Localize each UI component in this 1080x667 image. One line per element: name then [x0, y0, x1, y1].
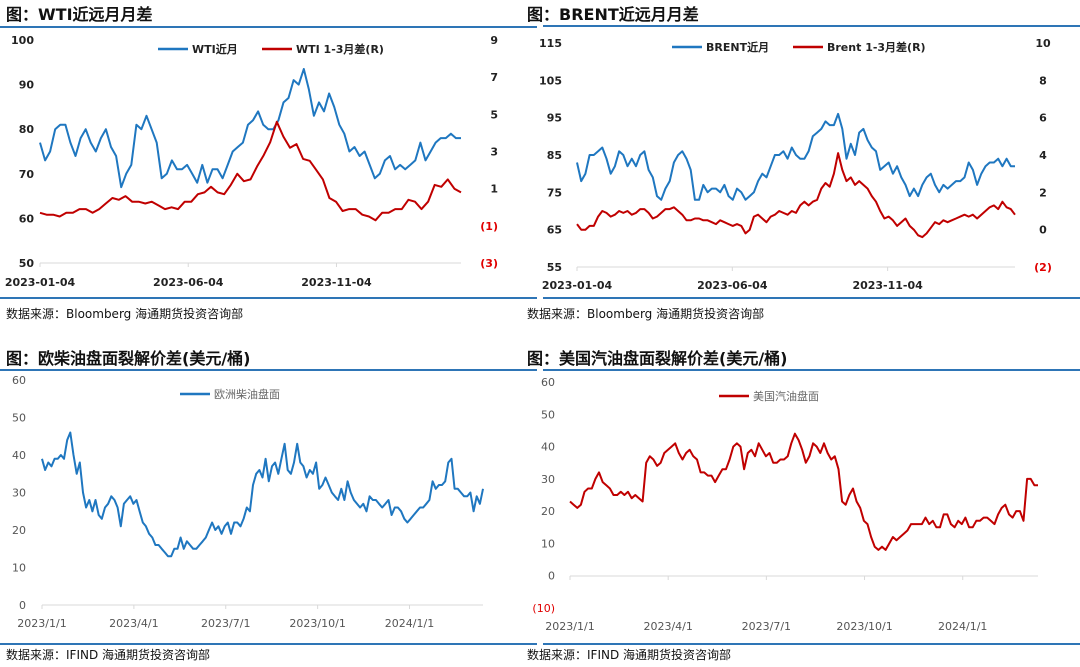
- legend-label: BRENT近月: [706, 40, 769, 54]
- y-left-tick-label: 100: [11, 34, 34, 47]
- y-right-tick-label: 6: [1039, 112, 1047, 125]
- y-left-tick-label: 75: [547, 186, 562, 199]
- x-tick-label: 2023/4/1: [643, 620, 692, 633]
- y-right-tick-label: 3: [490, 146, 498, 159]
- y-right-tick-label: 5: [490, 108, 498, 121]
- series-line-1: [39, 68, 461, 189]
- y-right-tick-label: (3): [480, 257, 498, 270]
- y-left-tick-label: 10: [12, 562, 26, 575]
- legend-label: 美国汽油盘面: [753, 389, 819, 403]
- y-left-tick-label: 115: [539, 37, 562, 50]
- series-line-1: [576, 112, 1015, 201]
- x-tick-label: 2023/1/1: [17, 617, 66, 630]
- y-left-tick-label: 95: [547, 112, 562, 125]
- x-tick-label: 2023/7/1: [742, 620, 791, 633]
- series-line-2: [39, 120, 462, 222]
- chart-4: 图：美国汽油盘面裂解价差(美元/桶) 数据来源：IFIND 海通期货投资咨询部 20…: [527, 349, 1080, 662]
- series-line-1: [41, 431, 484, 558]
- x-tick-label: 2024/1/1: [385, 617, 434, 630]
- x-tick-label: 2024/1/1: [938, 620, 987, 633]
- y-left-tick-label: 55: [547, 261, 562, 274]
- source-note: 数据来源：IFIND 海通期货投资咨询部: [527, 647, 731, 662]
- x-tick-label: 2023-01-04: [542, 279, 613, 292]
- y-left-tick-label: 60: [12, 374, 26, 387]
- y-left-tick-label: 0: [19, 599, 26, 612]
- x-tick-label: 2023-01-04: [5, 276, 76, 289]
- y-left-tick-label: 30: [541, 473, 555, 486]
- y-left-tick-label: 20: [541, 505, 555, 518]
- y-left-tick-label: 10: [541, 537, 555, 550]
- x-tick-label: 2023/10/1: [836, 620, 892, 633]
- y-left-tick-label: 90: [19, 79, 35, 92]
- source-note: 数据来源：IFIND 海通期货投资咨询部: [6, 647, 210, 662]
- x-tick-label: 2023-11-04: [852, 279, 923, 292]
- chart-title: 图：BRENT近远月月差: [527, 5, 699, 24]
- y-left-tick-label: 65: [547, 224, 562, 237]
- y-left-tick-label: 60: [19, 212, 35, 225]
- y-right-tick-label: 7: [490, 71, 498, 84]
- y-left-tick-label: 105: [539, 74, 562, 87]
- y-right-tick-label: 1: [490, 183, 498, 196]
- y-left-tick-label: 50: [12, 412, 26, 425]
- y-right-tick-label: (2): [1034, 261, 1052, 274]
- chart-title: 图：欧柴油盘面裂解价差(美元/桶): [6, 349, 250, 368]
- y-left-tick-label: 20: [12, 524, 26, 537]
- x-tick-label: 2023-06-04: [697, 279, 768, 292]
- source-note: 数据来源：Bloomberg 海通期货投资咨询部: [6, 306, 243, 321]
- y-left-tick-label: 50: [541, 408, 555, 421]
- y-left-tick-label: 60: [541, 376, 555, 389]
- y-left-tick-label: 30: [12, 487, 26, 500]
- x-tick-label: 2023/10/1: [289, 617, 345, 630]
- legend-label: WTI近月: [192, 42, 238, 56]
- y-right-tick-label: 4: [1039, 149, 1047, 162]
- legend-label: WTI 1-3月差(R): [296, 42, 384, 56]
- y-left-tick-label: 0: [548, 570, 555, 583]
- y-left-tick-label: 40: [12, 449, 26, 462]
- y-left-tick-label: 80: [19, 123, 35, 136]
- y-right-tick-label: (1): [480, 220, 498, 233]
- source-note: 数据来源：Bloomberg 海通期货投资咨询部: [527, 306, 764, 321]
- chart-title: 图：美国汽油盘面裂解价差(美元/桶): [527, 349, 787, 368]
- y-left-tick-label: (10): [532, 602, 555, 615]
- chart-title: 图：WTI近远月月差: [6, 5, 153, 24]
- series-line-2: [576, 152, 1016, 239]
- x-tick-label: 2023/7/1: [201, 617, 250, 630]
- y-left-tick-label: 40: [541, 441, 555, 454]
- chart-3: 图：欧柴油盘面裂解价差(美元/桶)数据来源：IFIND 海通期货投资咨询部202…: [0, 349, 537, 662]
- series-line-1: [569, 432, 1038, 551]
- x-tick-label: 2023-06-04: [153, 276, 224, 289]
- y-left-tick-label: 50: [19, 257, 35, 270]
- y-right-tick-label: 9: [490, 34, 498, 47]
- x-tick-label: 2023-11-04: [301, 276, 372, 289]
- legend-label: Brent 1-3月差(R): [827, 40, 926, 54]
- y-right-tick-label: 10: [1035, 37, 1051, 50]
- x-tick-label: 2023/1/1: [545, 620, 594, 633]
- y-right-tick-label: 0: [1039, 224, 1047, 237]
- y-right-tick-label: 2: [1039, 186, 1047, 199]
- x-tick-label: 2023/4/1: [109, 617, 158, 630]
- y-left-tick-label: 70: [19, 168, 35, 181]
- y-right-tick-label: 8: [1039, 74, 1047, 87]
- y-left-tick-label: 85: [547, 149, 562, 162]
- legend-label: 欧洲柴油盘面: [214, 387, 280, 401]
